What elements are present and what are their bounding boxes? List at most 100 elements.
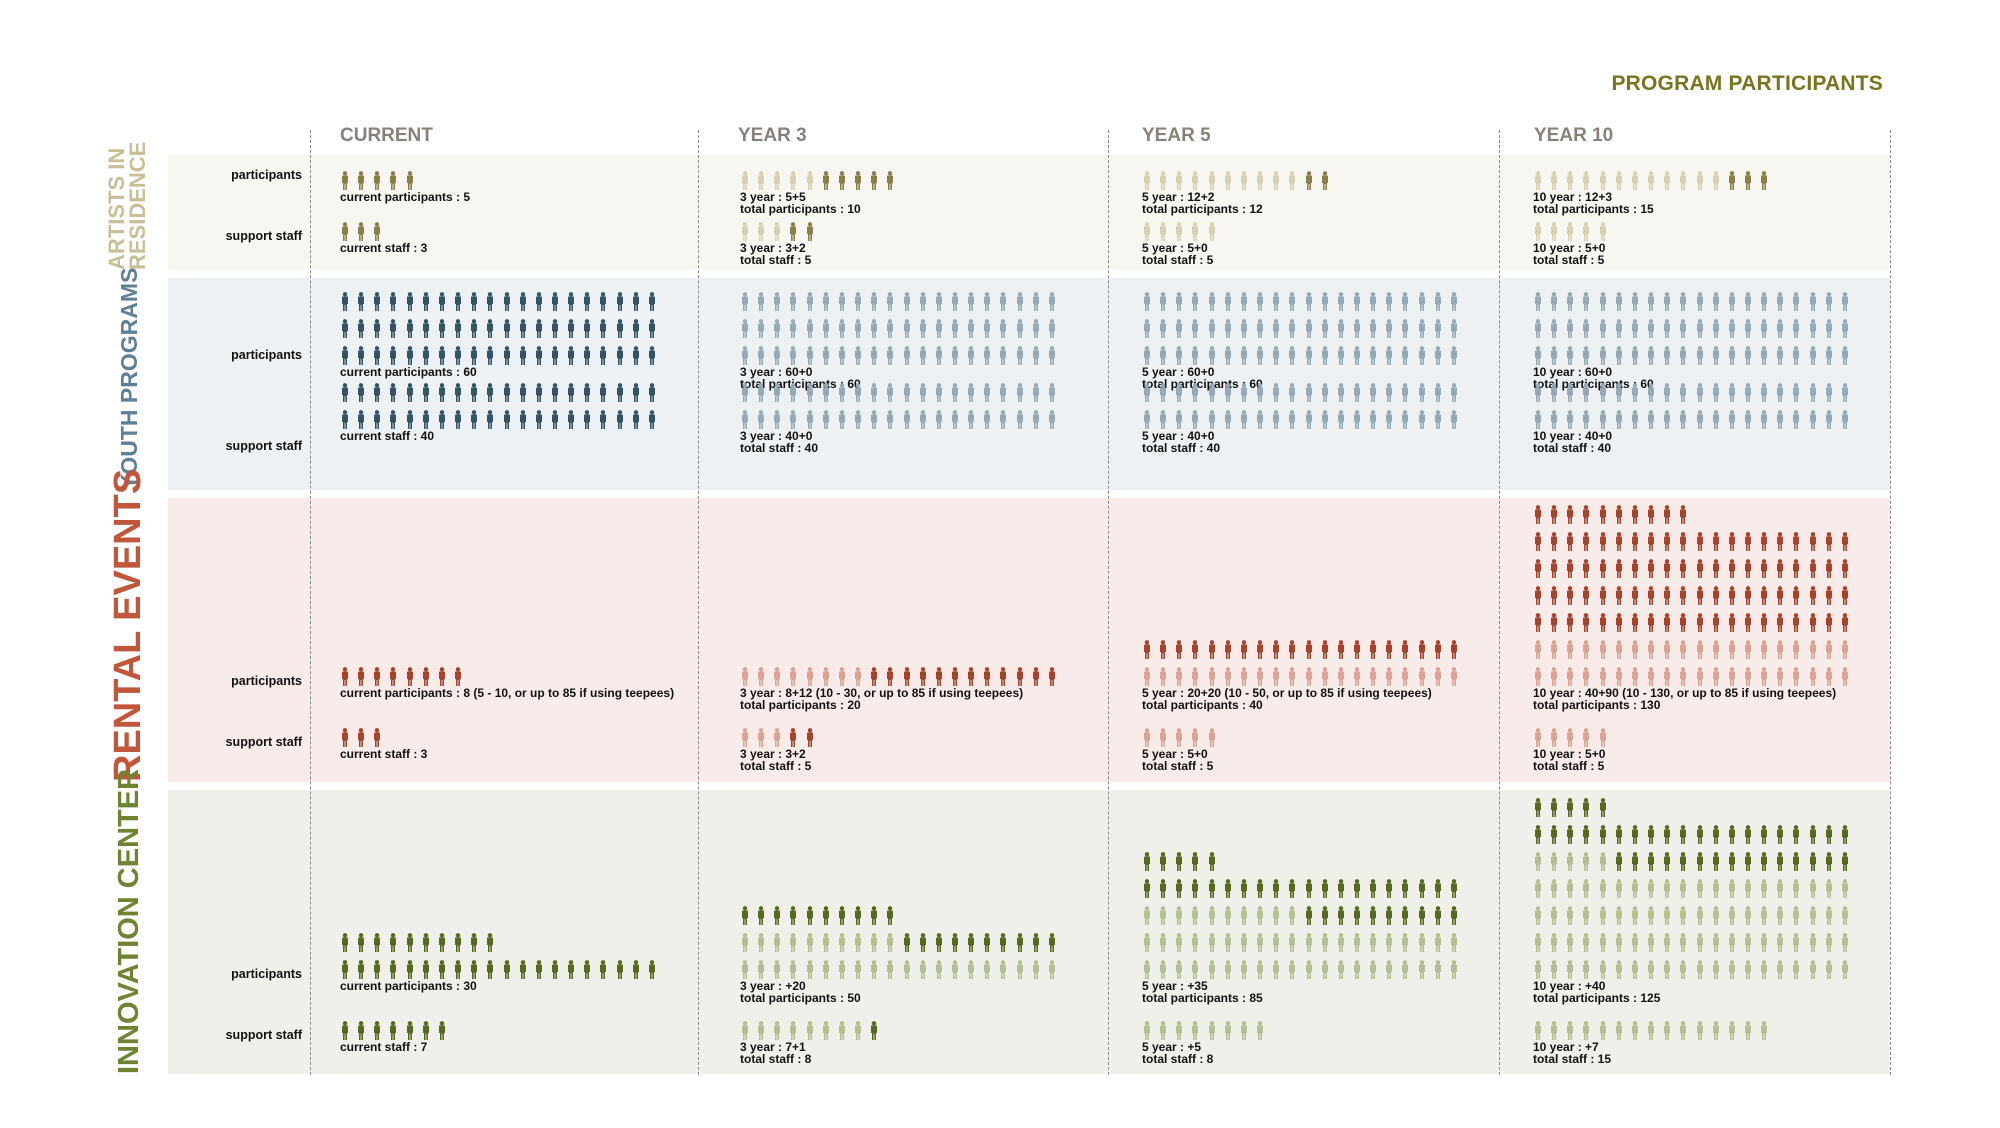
cell-caption: total participants : 15 [1533, 202, 1654, 216]
person-icon [406, 960, 414, 979]
person-icon [983, 933, 991, 952]
person-icon [935, 933, 943, 952]
person-icon [1401, 640, 1409, 659]
person-icon [1550, 346, 1558, 365]
person-icon [422, 319, 430, 338]
cell-caption: total staff : 15 [1533, 1052, 1612, 1066]
person-icon [1321, 906, 1329, 925]
person-icon [1321, 667, 1329, 686]
person-icon [1016, 960, 1024, 979]
person-icon [1369, 410, 1377, 429]
person-icon [373, 728, 381, 747]
person-icon [1696, 960, 1704, 979]
person-icon [1792, 532, 1800, 551]
column-divider [1499, 130, 1500, 1075]
person-icon [406, 383, 414, 402]
cell-caption: 10 year : +40 [1533, 979, 1606, 993]
person-icon [773, 728, 781, 747]
person-icon [1696, 532, 1704, 551]
person-icon [1143, 906, 1151, 925]
person-icon [1321, 879, 1329, 898]
person-icon [1208, 1021, 1216, 1040]
cell-caption: total participants : 40 [1142, 698, 1263, 712]
person-icon [1776, 346, 1784, 365]
person-icon [1369, 933, 1377, 952]
person-icon [1369, 640, 1377, 659]
person-icon [1256, 292, 1264, 311]
person-icon [1825, 410, 1833, 429]
person-icon [1369, 879, 1377, 898]
person-icon [1631, 906, 1639, 925]
person-icon [486, 960, 494, 979]
person-icon [1728, 346, 1736, 365]
person-icon [1744, 292, 1752, 311]
person-icon [1776, 906, 1784, 925]
person-icon [341, 346, 349, 365]
person-icon [1534, 640, 1542, 659]
person-icon [854, 292, 862, 311]
person-icon [422, 960, 430, 979]
person-icon [822, 292, 830, 311]
person-icon [1776, 933, 1784, 952]
person-icon [1776, 532, 1784, 551]
person-icon [1712, 960, 1720, 979]
person-icon [438, 410, 446, 429]
section-label-line: YOUTH PROGRAMS [116, 267, 142, 490]
person-icon [1016, 667, 1024, 686]
person-icon [1566, 222, 1574, 241]
person-icon [1288, 292, 1296, 311]
person-icon [438, 346, 446, 365]
person-icon [1566, 410, 1574, 429]
person-icon [1792, 667, 1800, 686]
person-icon [1776, 383, 1784, 402]
person-icon [1032, 383, 1040, 402]
cell-caption: total staff : 5 [740, 759, 812, 773]
person-icon [1647, 906, 1655, 925]
person-icon [1305, 383, 1313, 402]
person-icon [1712, 667, 1720, 686]
person-icon [470, 292, 478, 311]
person-icon [1450, 933, 1458, 952]
person-icon [567, 319, 575, 338]
person-icon [886, 171, 894, 190]
person-icon [599, 292, 607, 311]
person-icon [1159, 852, 1167, 871]
person-icon [1418, 667, 1426, 686]
person-icon [789, 906, 797, 925]
person-icon [1175, 640, 1183, 659]
person-icon [1599, 728, 1607, 747]
person-icon [1450, 319, 1458, 338]
person-icon [1728, 933, 1736, 952]
person-icon [503, 319, 511, 338]
cell-caption: 10 year : 40+90 (10 - 130, or up to 85 i… [1533, 686, 1837, 700]
person-icon [1272, 906, 1280, 925]
person-icon [1434, 906, 1442, 925]
person-icon [1696, 933, 1704, 952]
person-icon [1550, 222, 1558, 241]
person-icon [1305, 933, 1313, 952]
cell-caption: total staff : 8 [1142, 1052, 1214, 1066]
person-icon [951, 292, 959, 311]
person-icon [1663, 171, 1671, 190]
person-icon [1240, 346, 1248, 365]
person-icon [1728, 825, 1736, 844]
person-icon [1418, 410, 1426, 429]
person-icon [1776, 319, 1784, 338]
person-icon [486, 292, 494, 311]
person-icon [1679, 933, 1687, 952]
person-icon [599, 346, 607, 365]
person-icon [1615, 319, 1623, 338]
cell-caption: current participants : 30 [340, 979, 477, 993]
person-icon [789, 728, 797, 747]
person-icon [1841, 292, 1849, 311]
person-icon [1159, 171, 1167, 190]
person-icon [1550, 586, 1558, 605]
person-icon [822, 346, 830, 365]
person-icon [1305, 292, 1313, 311]
person-icon [854, 960, 862, 979]
person-icon [1615, 292, 1623, 311]
person-icon [422, 667, 430, 686]
person-icon [1631, 586, 1639, 605]
person-icon [1631, 613, 1639, 632]
person-icon [1809, 906, 1817, 925]
